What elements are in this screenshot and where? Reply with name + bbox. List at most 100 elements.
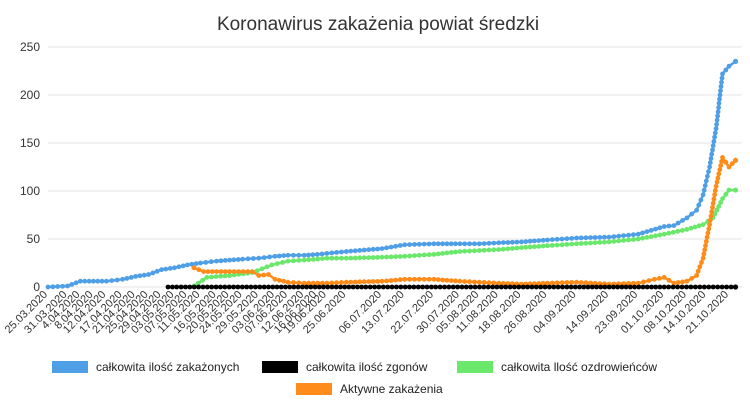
data-point — [602, 239, 607, 245]
data-point — [631, 232, 636, 238]
data-point — [706, 226, 712, 232]
data-point — [726, 187, 732, 193]
data-point — [402, 284, 408, 290]
data-point — [684, 227, 690, 232]
data-point — [709, 151, 715, 157]
data-point — [178, 284, 184, 290]
data-point — [254, 268, 260, 274]
data-point — [227, 273, 233, 278]
data-point — [329, 280, 335, 286]
data-point — [507, 284, 513, 290]
data-point — [547, 284, 552, 290]
data-point — [187, 284, 193, 290]
data-point — [213, 284, 219, 290]
legend-item: całkowita ilość zakażonych — [52, 360, 239, 374]
data-point — [519, 239, 524, 245]
data-point — [472, 284, 478, 290]
data-point — [699, 260, 704, 265]
data-point — [644, 284, 650, 290]
data-point — [209, 269, 215, 274]
data-point — [512, 284, 517, 290]
data-point — [684, 284, 689, 290]
data-point — [498, 284, 504, 290]
data-point — [616, 233, 622, 239]
data-point — [500, 281, 506, 286]
data-point — [700, 255, 706, 261]
data-point — [300, 284, 305, 290]
data-point — [564, 284, 570, 290]
data-point — [503, 284, 509, 290]
data-point — [710, 143, 716, 149]
data-point — [231, 257, 237, 263]
data-point — [324, 255, 330, 261]
data-point — [486, 280, 492, 286]
data-point — [723, 67, 729, 73]
data-point — [235, 284, 241, 290]
data-point — [494, 284, 500, 290]
data-point — [453, 278, 458, 284]
data-point — [104, 278, 109, 284]
data-point — [352, 248, 358, 254]
data-point — [266, 284, 271, 290]
data-point — [376, 284, 382, 290]
data-point — [257, 284, 263, 290]
data-point — [334, 255, 339, 261]
data-point — [249, 269, 255, 274]
data-point — [448, 250, 454, 255]
data-point — [453, 241, 458, 247]
data-point — [201, 269, 207, 274]
data-point — [606, 234, 612, 240]
data-point — [426, 252, 432, 258]
data-point — [463, 284, 469, 290]
data-point — [444, 277, 450, 283]
data-point — [679, 228, 685, 233]
series-line — [193, 188, 736, 288]
data-point — [128, 275, 134, 280]
data-point — [397, 277, 403, 283]
data-point — [435, 277, 441, 282]
data-point — [666, 223, 672, 229]
data-point — [592, 240, 598, 246]
data-point — [707, 160, 713, 166]
data-point — [109, 278, 115, 283]
data-point — [416, 241, 422, 247]
data-point — [285, 252, 291, 258]
data-point — [245, 256, 251, 262]
legend-label: całkowita llość ozdrowieńców — [501, 360, 657, 374]
data-point — [78, 278, 83, 284]
data-point — [402, 242, 408, 248]
data-point — [564, 236, 570, 242]
data-point — [370, 246, 376, 252]
data-point — [209, 274, 214, 280]
data-point — [412, 242, 417, 247]
data-point — [696, 202, 702, 208]
data-point — [719, 284, 725, 290]
data-point — [205, 269, 211, 274]
data-point — [707, 222, 712, 228]
data-point — [352, 255, 358, 261]
data-point — [50, 284, 56, 290]
data-point — [714, 122, 719, 127]
data-point — [592, 235, 598, 240]
data-point — [95, 278, 101, 284]
data-point — [270, 284, 276, 290]
data-point — [407, 284, 412, 290]
data-point — [412, 253, 417, 258]
data-point — [218, 284, 223, 290]
data-point — [542, 284, 548, 290]
data-point — [710, 200, 716, 206]
data-point — [394, 284, 399, 290]
data-point — [514, 239, 520, 245]
data-point — [65, 283, 70, 289]
data-point — [267, 254, 272, 260]
data-point — [329, 284, 335, 290]
y-tick-label: 50 — [27, 232, 41, 246]
data-point — [648, 228, 654, 233]
data-point — [137, 273, 143, 279]
data-point — [713, 126, 719, 131]
data-point — [426, 241, 432, 247]
data-point — [649, 284, 654, 290]
data-point — [320, 280, 325, 286]
data-point — [200, 284, 206, 290]
